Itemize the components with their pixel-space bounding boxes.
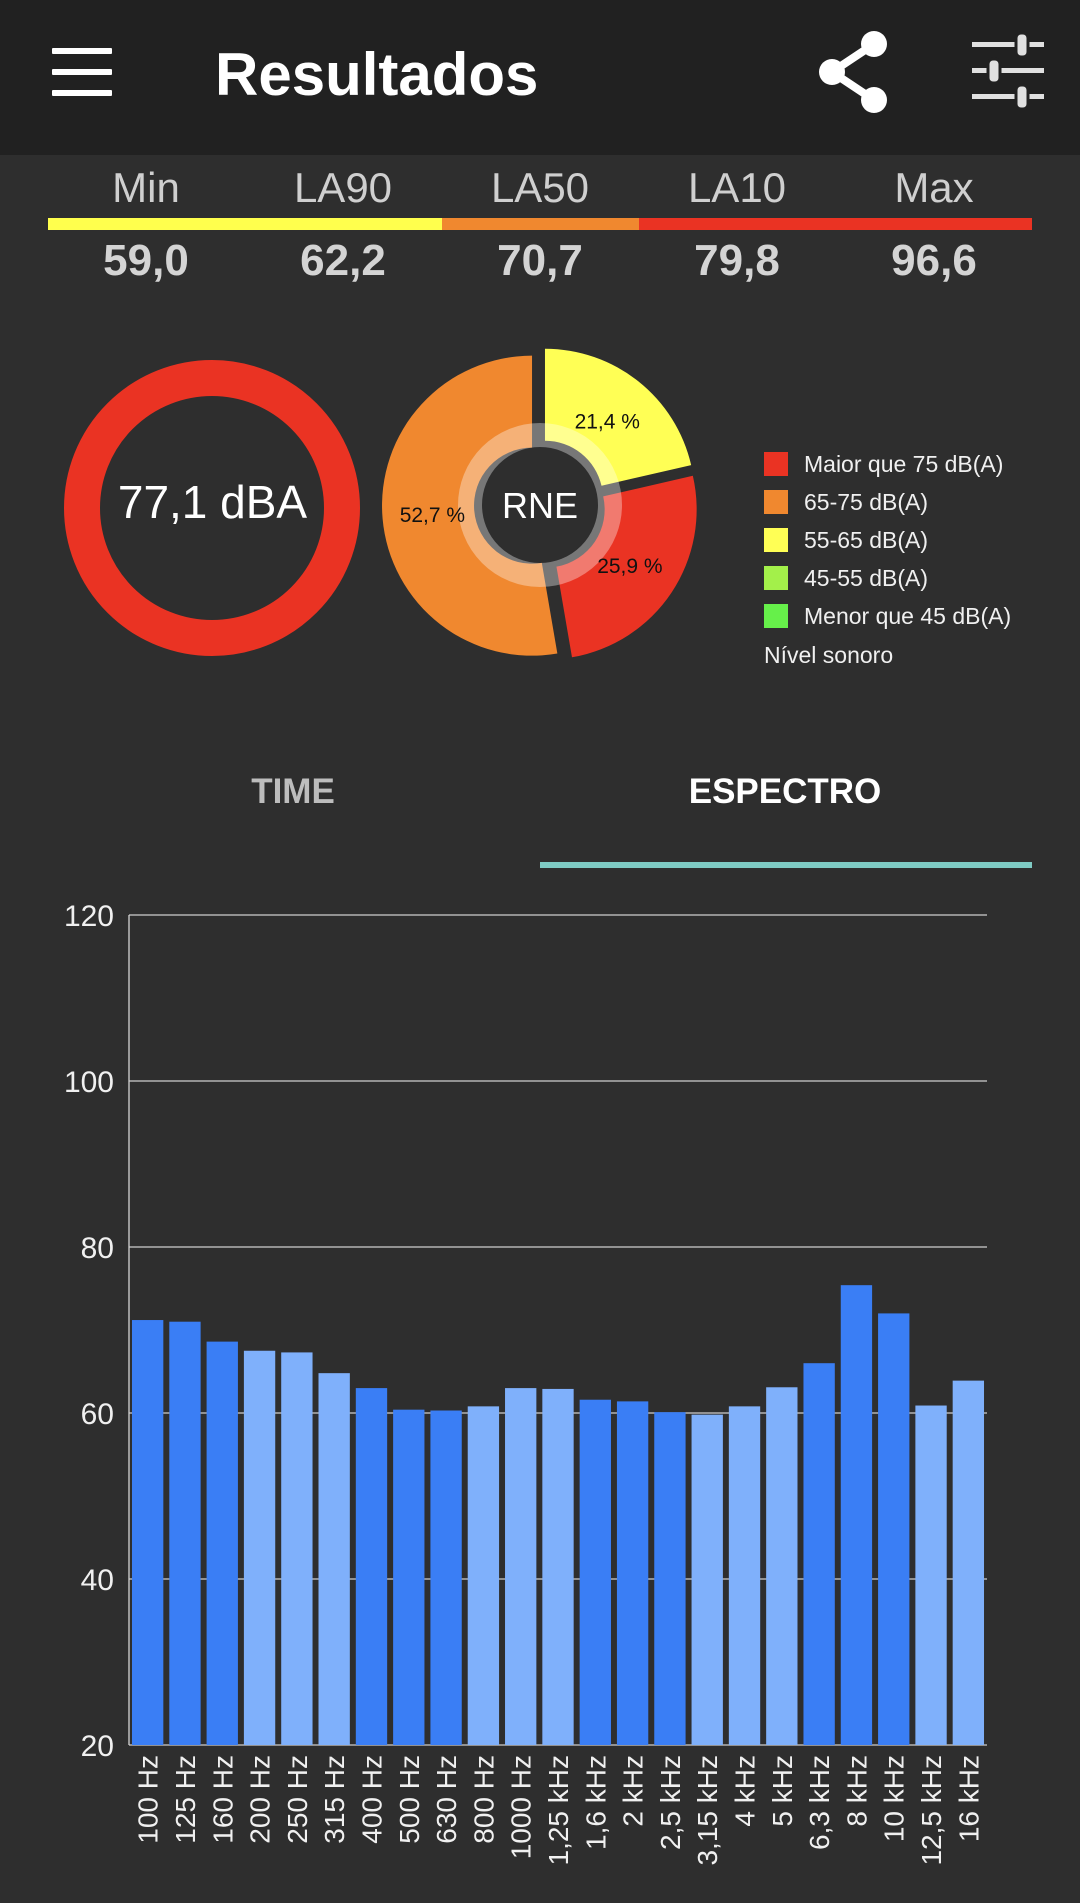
spectrum-bar: [393, 1409, 425, 1745]
spectrum-bar: [505, 1388, 537, 1745]
x-tick-label: 2,5 kHz: [655, 1755, 686, 1850]
legend-label: 45-55 dB(A): [804, 565, 929, 591]
x-tick-label: 2 kHz: [618, 1755, 649, 1827]
x-tick-label: 200 Hz: [245, 1755, 276, 1844]
spectrum-bar: [878, 1313, 910, 1745]
spectrum-bar: [616, 1401, 649, 1745]
stat-la50-value: 70,7: [497, 236, 583, 285]
legend-swatch: [764, 566, 788, 590]
level-bar-red: [639, 218, 1032, 230]
x-tick-label: 6,3 kHz: [804, 1755, 835, 1850]
page-title: Resultados: [215, 41, 539, 108]
spectrum-bar: [542, 1388, 574, 1745]
y-tick-label: 120: [64, 900, 114, 933]
stat-max-label: Max: [894, 164, 974, 211]
level-bar-orange: [442, 218, 639, 230]
stat-la90-label: LA90: [293, 164, 393, 211]
x-tick-label: 100 Hz: [133, 1755, 164, 1844]
stat-min-value: 59,0: [103, 236, 189, 285]
legend-label: Menor que 45 dB(A): [804, 603, 1012, 629]
x-tick-label: 250 Hz: [282, 1755, 313, 1844]
y-tick-label: 20: [81, 1730, 114, 1763]
x-tick-label: 1,25 kHz: [543, 1755, 574, 1866]
x-tick-label: 5 kHz: [767, 1755, 798, 1827]
stat-min-label: Min: [112, 164, 180, 211]
stat-la10-value: 79,8: [694, 236, 780, 285]
level-bar-yellow: [48, 218, 442, 230]
legend-swatch: [764, 528, 788, 552]
legend-title: Nível sonoro: [764, 642, 894, 668]
x-tick-label: 400 Hz: [356, 1755, 387, 1844]
donut-slice: [382, 355, 558, 656]
rne-donut-chart: RNE 21,4 % 25,9 % 52,7 %: [382, 348, 697, 658]
spectrum-bar: [654, 1412, 686, 1745]
y-tick-label: 80: [81, 1232, 114, 1265]
y-tick-label: 100: [64, 1066, 114, 1099]
tab-time[interactable]: TIME: [251, 772, 335, 811]
spectrum-bar: [952, 1380, 985, 1745]
spectrum-bar: [131, 1320, 164, 1745]
legend-swatch: [764, 604, 788, 628]
spectrum-bar-chart: 20 40 60 80 100 120 100 Hz 125 Hz 160 Hz 200 Hz 25…: [64, 900, 987, 1866]
x-tick-label: 3,15 kHz: [692, 1755, 723, 1866]
stat-max-value: 96,6: [891, 236, 977, 285]
donut-center-label: RNE: [502, 485, 578, 526]
tab-espectro[interactable]: ESPECTRO: [688, 772, 882, 811]
x-tick-label: 125 Hz: [170, 1755, 201, 1844]
x-tick-label: 160 Hz: [207, 1755, 238, 1844]
x-tick-label: 800 Hz: [468, 1755, 499, 1844]
x-tick-label: 1,6 kHz: [580, 1755, 611, 1850]
spectrum-bar: [803, 1363, 835, 1745]
y-tick-label: 40: [81, 1564, 114, 1597]
donut-slice-label: 21,4 %: [575, 411, 640, 434]
donut-inner-band: [458, 423, 622, 587]
spectrum-bar: [766, 1387, 798, 1745]
legend-label: Maior que 75 dB(A): [804, 451, 1004, 477]
share-icon[interactable]: [812, 30, 896, 114]
donut-slice-label: 25,9 %: [597, 555, 662, 578]
spectrum-bar: [728, 1406, 761, 1745]
x-tick-label: 500 Hz: [394, 1755, 425, 1844]
spectrum-bar: [691, 1414, 723, 1745]
spectrum-bar: [318, 1373, 350, 1745]
spectrum-bar: [840, 1285, 873, 1745]
spectrum-bar: [915, 1405, 947, 1745]
gauge-value: 77,1 dBA: [117, 476, 308, 528]
stat-la10-label: LA10: [687, 164, 787, 211]
x-tick-label: 1000 Hz: [506, 1755, 537, 1859]
legend-label: 65-75 dB(A): [804, 489, 929, 515]
stat-la90-value: 62,2: [300, 236, 386, 285]
x-tick-label: 4 kHz: [730, 1755, 761, 1827]
x-tick-label: 315 Hz: [319, 1755, 350, 1844]
spectrum-bar: [243, 1350, 276, 1745]
legend-swatch: [764, 490, 788, 514]
spectrum-bar: [430, 1410, 462, 1745]
x-tick-label: 8 kHz: [841, 1755, 872, 1827]
statistics-row: Min LA90 LA50 LA10 Max 59,0 62,2 70,7 79…: [48, 160, 1032, 290]
spectrum-bar: [206, 1341, 238, 1745]
x-tick-label: 16 kHz: [953, 1755, 984, 1842]
donut-slice: [544, 348, 692, 486]
spectrum-bar: [169, 1321, 201, 1745]
donut-slice: [556, 475, 697, 658]
equalizer-sliders-icon[interactable]: [968, 30, 1048, 111]
x-tick-label: 10 kHz: [879, 1755, 910, 1842]
level-gauge-ring: [64, 360, 360, 656]
legend-label: 55-65 dB(A): [804, 527, 929, 553]
donut-slice-label: 52,7 %: [400, 504, 465, 527]
x-tick-label: 630 Hz: [431, 1755, 462, 1844]
legend-swatch: [764, 452, 788, 476]
y-tick-label: 60: [81, 1398, 114, 1431]
spectrum-bar: [579, 1399, 611, 1745]
spectrum-bar: [355, 1388, 388, 1745]
x-tick-label: 12,5 kHz: [916, 1755, 947, 1866]
app-bar: Resultados: [0, 0, 1080, 155]
spectrum-bar: [281, 1352, 313, 1745]
hamburger-menu-icon[interactable]: [52, 48, 112, 96]
tab-selected-indicator: [540, 862, 1032, 868]
spectrum-bar: [467, 1406, 500, 1745]
stat-la50-label: LA50: [490, 164, 590, 211]
donut-hole: [483, 448, 597, 562]
